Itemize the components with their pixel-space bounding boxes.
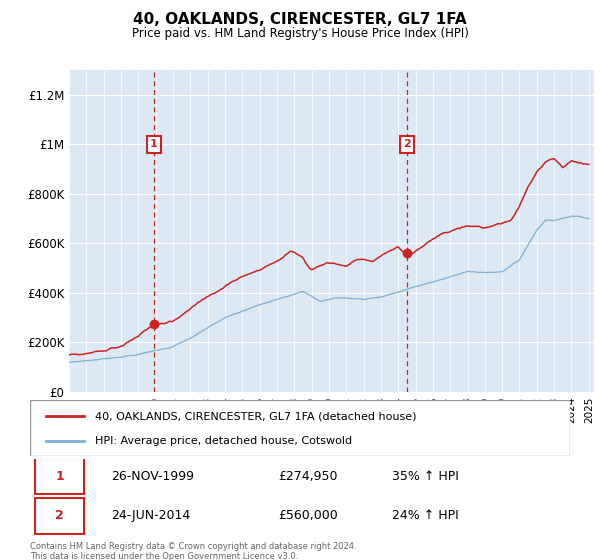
FancyBboxPatch shape bbox=[35, 498, 84, 534]
Text: Price paid vs. HM Land Registry's House Price Index (HPI): Price paid vs. HM Land Registry's House … bbox=[131, 27, 469, 40]
Text: 40, OAKLANDS, CIRENCESTER, GL7 1FA: 40, OAKLANDS, CIRENCESTER, GL7 1FA bbox=[133, 12, 467, 27]
FancyBboxPatch shape bbox=[35, 459, 84, 494]
Text: Contains HM Land Registry data © Crown copyright and database right 2024.
This d: Contains HM Land Registry data © Crown c… bbox=[30, 542, 356, 560]
Text: HPI: Average price, detached house, Cotswold: HPI: Average price, detached house, Cots… bbox=[95, 436, 352, 446]
Text: 1: 1 bbox=[55, 470, 64, 483]
Text: £560,000: £560,000 bbox=[278, 509, 338, 522]
Text: 1: 1 bbox=[150, 139, 158, 150]
Text: 35% ↑ HPI: 35% ↑ HPI bbox=[392, 470, 458, 483]
Text: 26-NOV-1999: 26-NOV-1999 bbox=[111, 470, 194, 483]
Text: £274,950: £274,950 bbox=[278, 470, 338, 483]
Text: 2: 2 bbox=[403, 139, 411, 150]
Text: 40, OAKLANDS, CIRENCESTER, GL7 1FA (detached house): 40, OAKLANDS, CIRENCESTER, GL7 1FA (deta… bbox=[95, 411, 416, 421]
Text: 24% ↑ HPI: 24% ↑ HPI bbox=[392, 509, 458, 522]
Text: 2: 2 bbox=[55, 509, 64, 522]
Text: 24-JUN-2014: 24-JUN-2014 bbox=[111, 509, 190, 522]
